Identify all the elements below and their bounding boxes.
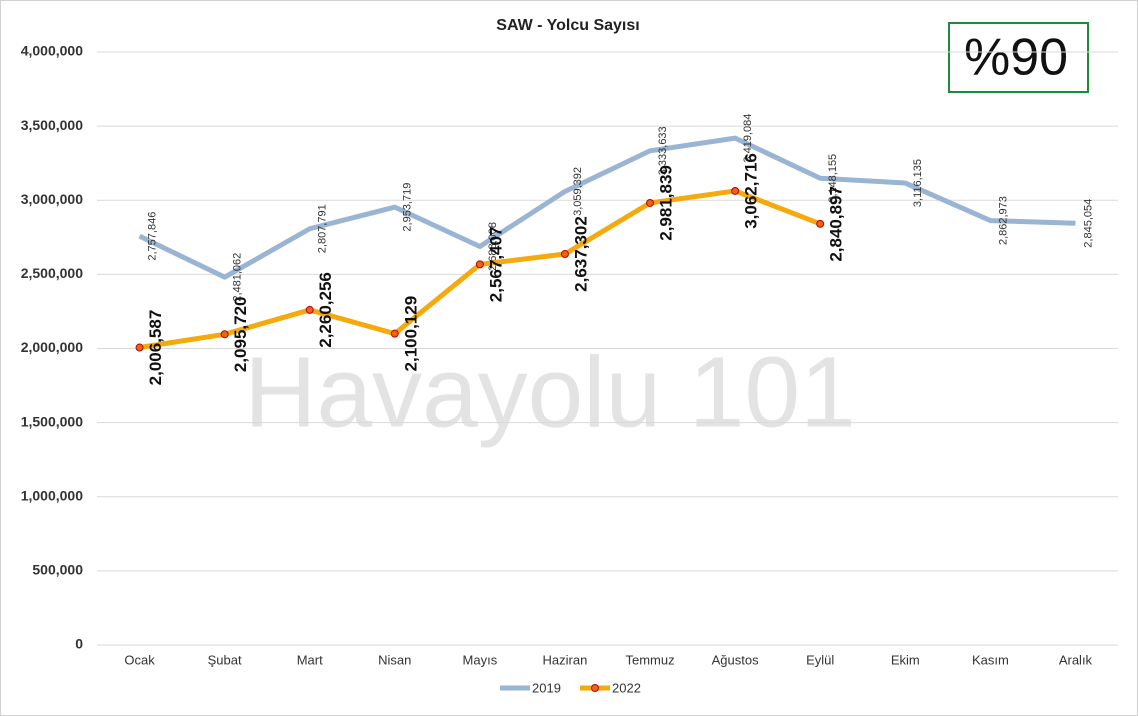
y-tick-label: 1,000,000 [21, 487, 83, 503]
x-tick-label: Nisan [378, 652, 411, 667]
y-tick-label: 2,500,000 [21, 265, 83, 281]
chart-title: SAW - Yolcu Sayısı [496, 17, 639, 34]
x-tick-label: Ekim [891, 652, 920, 667]
x-tick-label: Ağustos [712, 652, 759, 667]
y-tick-label: 4,000,000 [21, 43, 83, 59]
data-label: 2,095,720 [231, 296, 250, 372]
data-label: 3,116,135 [912, 159, 924, 207]
data-label: 2,260,256 [316, 272, 335, 348]
series-line [138, 135, 1076, 280]
data-label: 2,840,897 [827, 186, 846, 262]
data-label: 2,567,407 [486, 227, 505, 303]
x-tick-label: Eylül [806, 652, 834, 667]
y-tick-label: 3,000,000 [21, 191, 83, 207]
point-marker [816, 219, 825, 228]
data-label: 3,148,155 [827, 154, 839, 203]
data-label: 2,807,791 [317, 204, 329, 253]
y-tick-label: 3,500,000 [21, 117, 83, 133]
x-tick-label: Aralık [1059, 652, 1093, 667]
point-marker [731, 186, 740, 195]
point-marker [305, 305, 314, 314]
data-label: 3,333,633 [657, 126, 669, 175]
point-marker [475, 260, 484, 269]
data-label: 2,006,587 [146, 310, 165, 386]
data-label: 3,419,084 [742, 114, 754, 163]
x-tick-label: Ocak [124, 652, 155, 667]
x-tick-label: Mart [297, 652, 323, 667]
legend-marker [591, 684, 599, 692]
legend-label: 2022 [612, 680, 641, 695]
data-label: 2,981,839 [657, 165, 676, 241]
point-marker [560, 250, 569, 259]
data-label: 3,062,716 [742, 153, 761, 229]
data-label: 2,862,973 [997, 196, 1009, 245]
y-tick-label: 2,000,000 [21, 339, 83, 355]
annotation-box [948, 22, 1089, 93]
point-marker [646, 198, 655, 207]
data-label: 2,688,008 [487, 222, 499, 271]
x-tick-label: Haziran [543, 652, 588, 667]
legend-label: 2019 [532, 680, 561, 695]
data-label: 2,637,302 [571, 216, 590, 292]
data-label: 2,100,129 [401, 296, 420, 372]
x-tick-label: Temmuz [625, 652, 674, 667]
y-tick-label: 0 [75, 636, 83, 652]
data-label: 2,757,846 [146, 212, 158, 261]
data-label: 2,845,054 [1082, 199, 1094, 248]
x-tick-label: Mayıs [463, 652, 498, 667]
y-tick-label: 500,000 [32, 562, 83, 578]
point-marker [390, 329, 399, 338]
x-tick-label: Şubat [208, 652, 242, 667]
data-label: 2,953,719 [402, 183, 414, 232]
point-marker [135, 343, 144, 352]
y-tick-label: 1,500,000 [21, 413, 83, 429]
x-tick-label: Kasım [972, 652, 1009, 667]
data-label: 3,059,392 [572, 167, 584, 216]
annotation: %90 [964, 29, 1068, 87]
watermark: Havayolu 101 [244, 336, 856, 448]
data-label: 2,481,062 [232, 253, 244, 302]
point-marker [220, 330, 229, 339]
